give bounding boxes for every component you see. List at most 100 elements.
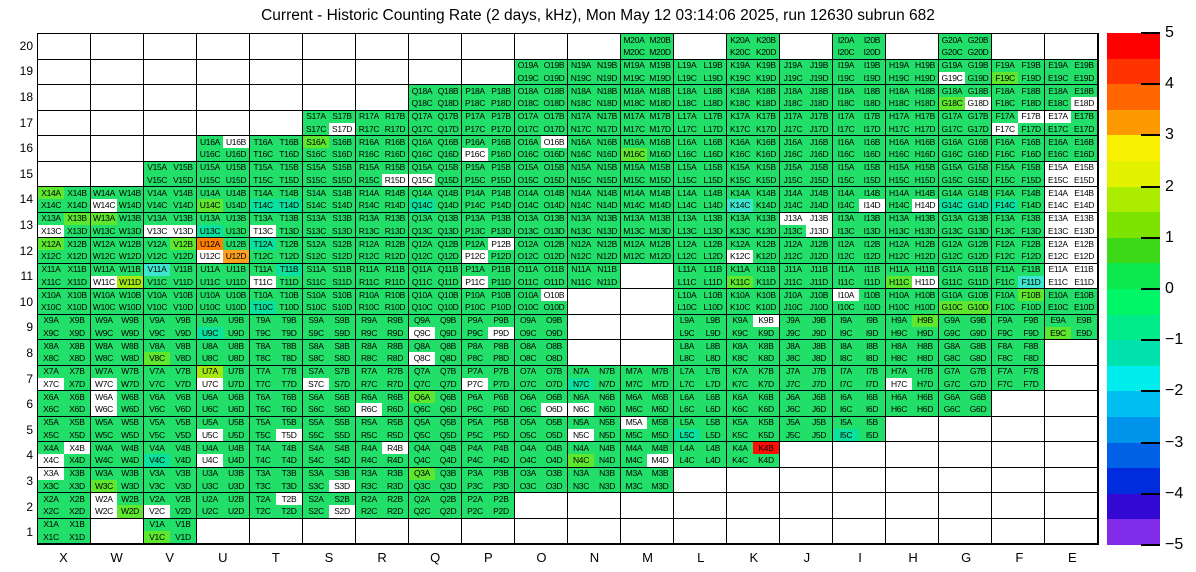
channel-bin: O15B bbox=[541, 161, 567, 174]
heatmap-cell: F18A F18B F18C F18D bbox=[992, 85, 1045, 111]
channel-bin: I12B bbox=[859, 238, 885, 251]
channel-bin: R9C bbox=[356, 326, 382, 339]
heatmap-cell: Q11A Q11B Q11C Q11D bbox=[409, 263, 462, 289]
colorbar-tick-label: −4 bbox=[1165, 484, 1184, 502]
channel-bin: U3D bbox=[223, 479, 249, 492]
channel-bin: P16D bbox=[488, 148, 514, 161]
channel-bin: K7D bbox=[753, 377, 779, 390]
channel-bin: Q18C bbox=[409, 97, 435, 110]
channel-bin: E14D bbox=[1071, 199, 1097, 212]
channel-bin: M15D bbox=[647, 173, 673, 186]
channel-bin: M19C bbox=[621, 71, 647, 84]
channel-bin: K11D bbox=[753, 275, 779, 288]
channel-bin: E9C bbox=[1045, 326, 1071, 339]
channel-bin: H9B bbox=[912, 314, 938, 327]
channel-bin: V14C bbox=[144, 199, 170, 212]
channel-bin: K8B bbox=[753, 340, 779, 353]
channel-bin: Q6D bbox=[435, 403, 461, 416]
channel-bin: P11B bbox=[488, 263, 514, 276]
channel-bin: K15B bbox=[753, 161, 779, 174]
heatmap-cell bbox=[568, 314, 621, 340]
channel-bin: K19C bbox=[727, 71, 753, 84]
channel-bin: T2B bbox=[276, 493, 302, 506]
heatmap-cell bbox=[727, 518, 780, 544]
channel-bin: N16D bbox=[594, 148, 620, 161]
channel-bin: Q15C bbox=[409, 173, 435, 186]
channel-bin: E17D bbox=[1071, 122, 1097, 135]
heatmap-cell: Q15A Q15B Q15C Q15D bbox=[409, 161, 462, 187]
heatmap-cell: M15A M15B M15C M15D bbox=[621, 161, 674, 187]
channel-bin: T11C bbox=[250, 275, 276, 288]
channel-bin: S15C bbox=[303, 173, 329, 186]
colorbar bbox=[1107, 33, 1160, 545]
heatmap-cell: S2A S2B S2C S2D bbox=[303, 493, 356, 519]
channel-bin: M20C bbox=[621, 46, 647, 59]
channel-bin: K8C bbox=[727, 352, 753, 365]
channel-bin: Q16B bbox=[435, 136, 461, 149]
x-axis-tick-label: H bbox=[908, 550, 918, 565]
channel-bin: I20C bbox=[833, 46, 859, 59]
channel-bin: T14B bbox=[276, 187, 302, 200]
channel-bin: U16D bbox=[223, 148, 249, 161]
channel-bin: V8A bbox=[144, 340, 170, 353]
channel-bin: X9D bbox=[64, 326, 90, 339]
heatmap-cell: L10A L10B L10C L10D bbox=[674, 289, 727, 315]
channel-bin: U15D bbox=[223, 173, 249, 186]
channel-bin: L19D bbox=[700, 71, 726, 84]
heatmap-cell: N18A N18B N18C N18D bbox=[568, 85, 621, 111]
channel-bin: I11A bbox=[833, 263, 859, 276]
channel-bin: H12A bbox=[886, 238, 912, 251]
heatmap-cell bbox=[939, 416, 992, 442]
heatmap-cell: I12A I12B I12C I12D bbox=[833, 238, 886, 264]
channel-bin: S11D bbox=[329, 275, 355, 288]
channel-bin: O19A bbox=[515, 59, 541, 72]
channel-bin: N16C bbox=[568, 148, 594, 161]
channel-bin: P11C bbox=[462, 275, 488, 288]
channel-bin: U12B bbox=[223, 238, 249, 251]
channel-bin: F10A bbox=[992, 289, 1018, 302]
channel-bin: O9C bbox=[515, 326, 541, 339]
heatmap-cell: U8A U8B U8C U8D bbox=[197, 340, 250, 366]
channel-bin: U11D bbox=[223, 275, 249, 288]
channel-bin: J13C bbox=[780, 224, 806, 237]
channel-bin: K8A bbox=[727, 340, 753, 353]
channel-bin: O6C bbox=[515, 403, 541, 416]
channel-bin: W9A bbox=[91, 314, 117, 327]
heatmap-cell: L15A L15B L15C L15D bbox=[674, 161, 727, 187]
channel-bin: K18B bbox=[753, 85, 779, 98]
channel-bin: W13B bbox=[117, 212, 143, 225]
channel-bin: G16C bbox=[939, 148, 965, 161]
channel-bin: K10A bbox=[727, 289, 753, 302]
channel-bin: K12D bbox=[753, 250, 779, 263]
channel-bin: P6B bbox=[488, 391, 514, 404]
heatmap-cell: P12A P12B P12C P12D bbox=[462, 238, 515, 264]
channel-bin: Q5C bbox=[409, 428, 435, 441]
heatmap-cell bbox=[303, 518, 356, 544]
heatmap-cell: W2A W2B W2C W2D bbox=[91, 493, 144, 519]
channel-bin: I15C bbox=[833, 173, 859, 186]
channel-bin: W6C bbox=[91, 403, 117, 416]
channel-bin: R5D bbox=[382, 428, 408, 441]
heatmap-cell: S8A S8B S8C S8D bbox=[303, 340, 356, 366]
heatmap-cell: Q10A Q10B Q10C Q10D bbox=[409, 289, 462, 315]
channel-bin: Q18D bbox=[435, 97, 461, 110]
channel-bin: I10A bbox=[833, 289, 859, 302]
y-axis-tick-label: 6 bbox=[26, 397, 33, 412]
channel-bin: F12D bbox=[1018, 250, 1044, 263]
channel-bin: T9B bbox=[276, 314, 302, 327]
channel-bin: S16B bbox=[329, 136, 355, 149]
channel-bin: L12B bbox=[700, 238, 726, 251]
channel-bin: L4C bbox=[674, 454, 700, 467]
channel-bin: X13C bbox=[38, 224, 64, 237]
heatmap-cell: O12A O12B O12C O12D bbox=[515, 238, 568, 264]
heatmap-cell: H16A H16B H16C H16D bbox=[886, 136, 939, 162]
channel-bin: Q3A bbox=[409, 467, 435, 480]
channel-bin: Q5B bbox=[435, 416, 461, 429]
channel-bin: X8D bbox=[64, 352, 90, 365]
channel-bin: K5C bbox=[727, 428, 753, 441]
channel-bin: V3D bbox=[170, 479, 196, 492]
channel-bin: F17B bbox=[1018, 110, 1044, 123]
channel-bin: Q13B bbox=[435, 212, 461, 225]
channel-bin: F7D bbox=[1018, 377, 1044, 390]
channel-bin: I17B bbox=[859, 110, 885, 123]
